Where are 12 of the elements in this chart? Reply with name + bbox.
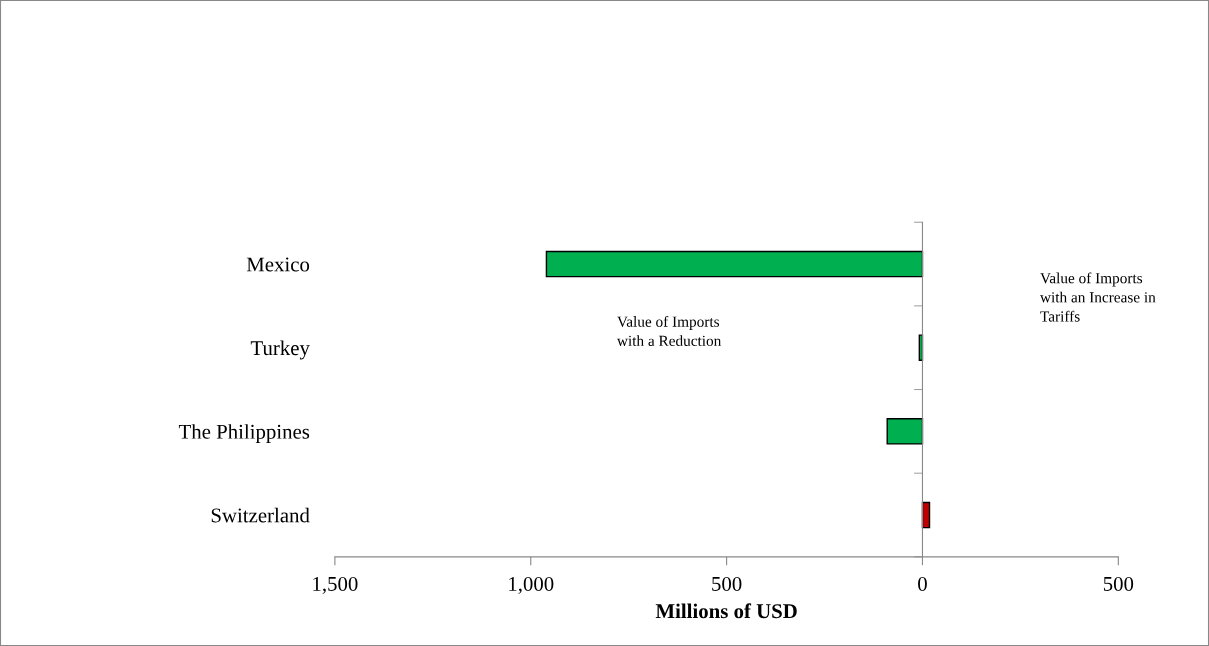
x-tick-label: 1,000 <box>509 576 554 594</box>
x-tick-label: 1,500 <box>313 576 358 594</box>
x-axis-title: Millions of USD <box>655 603 797 619</box>
y-tick-label: The Philippines <box>178 424 310 444</box>
x-tick-label: 0 <box>918 576 927 591</box>
y-tick-label: Switzerland <box>211 507 310 523</box>
annotation: Value of Imports with an Increase in Tariffs <box>1040 272 1156 322</box>
annotation: Value of Imports with a Reduction <box>616 315 722 346</box>
x-tick-label: 500 <box>712 576 742 591</box>
y-tick-label: Turkey <box>250 340 310 360</box>
x-tick-label: 500 <box>1103 576 1134 591</box>
y-tick-label: Mexico <box>246 257 310 272</box>
